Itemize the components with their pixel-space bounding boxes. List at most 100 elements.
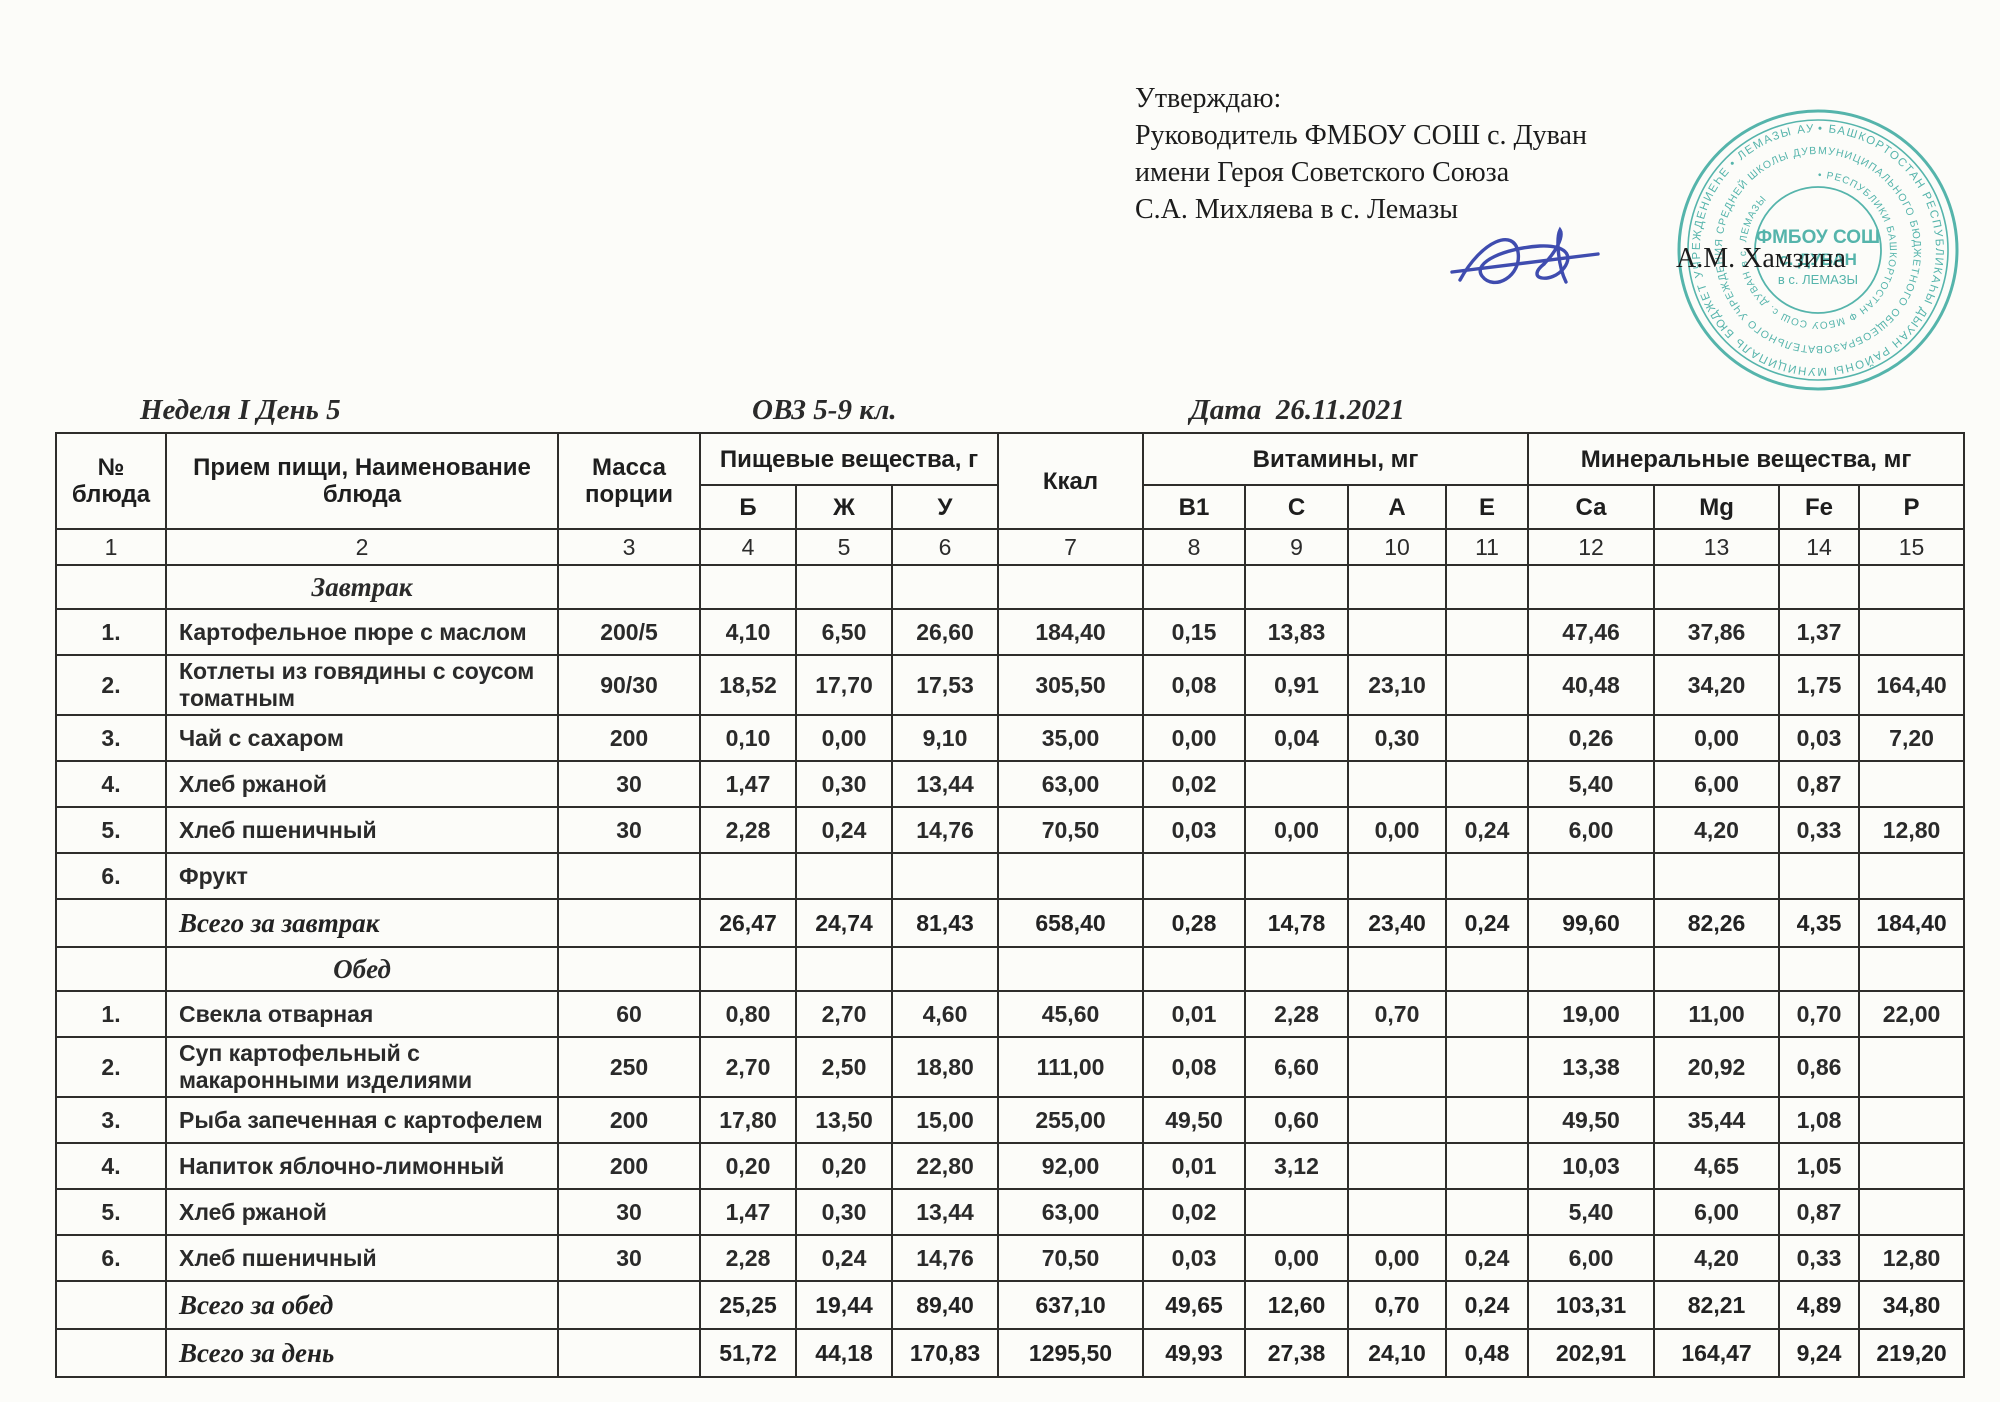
table-cell: 0,80 <box>699 990 797 1038</box>
table-cell <box>997 564 1144 610</box>
table-cell: 30 <box>557 1188 701 1236</box>
dish-name-cell: Хлеб ржаной <box>165 760 559 808</box>
table-cell <box>1347 1188 1447 1236</box>
table-cell <box>1444 1142 1530 1190</box>
table-cell <box>699 852 797 900</box>
table-cell: 13,83 <box>1244 608 1349 656</box>
col-header-kcal: Ккал <box>997 432 1144 530</box>
total-row: Всего за обед 25,25 19,44 89,40 637,10 49,65 1… <box>55 1280 1966 1330</box>
table-cell: 12,60 <box>1244 1280 1349 1330</box>
dish-name-cell: Обед <box>165 946 559 992</box>
table-cell <box>795 852 893 900</box>
table-cell: 19,00 <box>1527 990 1656 1038</box>
dish-name-cell: Всего за обед <box>165 1280 559 1330</box>
col-header-protein: Б <box>699 484 797 530</box>
dish-name-cell: Суп картофельный с макаронными изделиями <box>165 1036 559 1098</box>
table-cell <box>55 1280 167 1330</box>
table-cell <box>1527 564 1656 610</box>
table-cell: 20,92 <box>1653 1036 1781 1098</box>
table-cell: 44,18 <box>795 1328 893 1378</box>
table-cell: 0,00 <box>1244 1234 1349 1282</box>
table-cell <box>699 564 797 610</box>
table-cell: 13,50 <box>795 1096 893 1144</box>
table-cell <box>1444 714 1530 762</box>
table-cell: 14,76 <box>891 1234 999 1282</box>
table-cell: 14,76 <box>891 806 999 854</box>
table-cell: 5. <box>55 1188 167 1236</box>
table-cell: 0,28 <box>1142 898 1246 948</box>
school-stamp: • БАШКОРТОСТАН РЕСПУБЛИКАҺЫ ДЫУАН РАЙОНЫ… <box>1668 100 1959 391</box>
table-cell: 24,74 <box>795 898 893 948</box>
table-cell: 250 <box>557 1036 701 1098</box>
table-cell: 0,24 <box>1444 1234 1530 1282</box>
table-cell <box>1347 564 1447 610</box>
table-cell: 0,87 <box>1778 760 1861 808</box>
numbering-row: 1 2 3 4 5 6 7 8 9 10 11 12 13 14 15 <box>55 528 1966 566</box>
title-date: Дата 26.11.2021 <box>1190 394 1405 426</box>
approval-line-4: С.А. Михляева в с. Лемазы <box>1135 194 1459 225</box>
table-cell: 0,02 <box>1142 760 1246 808</box>
table-cell: 3 <box>557 528 701 566</box>
table-cell: 8 <box>1142 528 1246 566</box>
table-cell <box>1244 946 1349 992</box>
table-cell: 0,24 <box>795 806 893 854</box>
col-header-portion-mass: Масса порции <box>557 432 701 530</box>
approval-block: Утверждаю: Руководитель ФМБОУ СОШ с. Дув… <box>1135 80 1587 228</box>
table-cell: 1,47 <box>699 760 797 808</box>
table-cell: 0,00 <box>1142 714 1246 762</box>
col-header-phosphorus: Р <box>1858 484 1966 530</box>
table-cell: 49,50 <box>1142 1096 1246 1144</box>
table-cell <box>1858 946 1966 992</box>
table-row: 2. Котлеты из говядины с соусом томатным 9… <box>55 654 1966 716</box>
table-cell: 9,24 <box>1778 1328 1861 1378</box>
table-cell <box>557 1280 701 1330</box>
table-cell: 0,30 <box>1347 714 1447 762</box>
table-cell: 4. <box>55 760 167 808</box>
table-cell: 0,33 <box>1778 1234 1861 1282</box>
table-cell: 11 <box>1444 528 1530 566</box>
table-cell <box>1244 564 1349 610</box>
table-cell: 5,40 <box>1527 760 1656 808</box>
table-cell <box>1778 946 1861 992</box>
table-cell: 4,65 <box>1653 1142 1781 1190</box>
col-group-minerals: Минеральные вещества, мг <box>1527 432 1966 486</box>
table-cell: 99,60 <box>1527 898 1656 948</box>
table-cell: 12,80 <box>1858 1234 1966 1282</box>
table-cell: 23,40 <box>1347 898 1447 948</box>
table-cell: 4,35 <box>1778 898 1861 948</box>
table-cell: 14,78 <box>1244 898 1349 948</box>
table-cell: 0,24 <box>1444 1280 1530 1330</box>
table-cell <box>699 946 797 992</box>
table-cell: 4,20 <box>1653 806 1781 854</box>
table-cell <box>55 564 167 610</box>
table-cell: 6,00 <box>1653 760 1781 808</box>
table-cell: 6,00 <box>1527 806 1656 854</box>
table-cell: 17,80 <box>699 1096 797 1144</box>
table-cell: 1 <box>55 528 167 566</box>
table-cell: 92,00 <box>997 1142 1144 1190</box>
table-cell: 6. <box>55 852 167 900</box>
table-row: 2. Суп картофельный с макаронными изделия… <box>55 1036 1966 1098</box>
table-cell: 0,20 <box>795 1142 893 1190</box>
table-cell: 0,04 <box>1244 714 1349 762</box>
table-row: 4. Напиток яблочно-лимонный 200 0,20 0,20 22,… <box>55 1142 1966 1190</box>
table-cell: 6,50 <box>795 608 893 656</box>
table-cell: 1,05 <box>1778 1142 1861 1190</box>
table-cell: 0,10 <box>699 714 797 762</box>
table-cell: 6,60 <box>1244 1036 1349 1098</box>
dish-name-cell: Свекла отварная <box>165 990 559 1038</box>
table-cell: 15 <box>1858 528 1966 566</box>
table-cell: 0,02 <box>1142 1188 1246 1236</box>
table-cell: 0,08 <box>1142 1036 1246 1098</box>
table-cell: 2. <box>55 654 167 716</box>
table-cell: 30 <box>557 760 701 808</box>
table-cell: 658,40 <box>997 898 1144 948</box>
table-cell: 81,43 <box>891 898 999 948</box>
table-cell: 26,47 <box>699 898 797 948</box>
table-cell: 34,20 <box>1653 654 1781 716</box>
table-cell: 19,44 <box>795 1280 893 1330</box>
table-cell: 3. <box>55 1096 167 1144</box>
table-cell: 0,03 <box>1778 714 1861 762</box>
table-cell <box>55 1328 167 1378</box>
col-header-iron: Fe <box>1778 484 1861 530</box>
